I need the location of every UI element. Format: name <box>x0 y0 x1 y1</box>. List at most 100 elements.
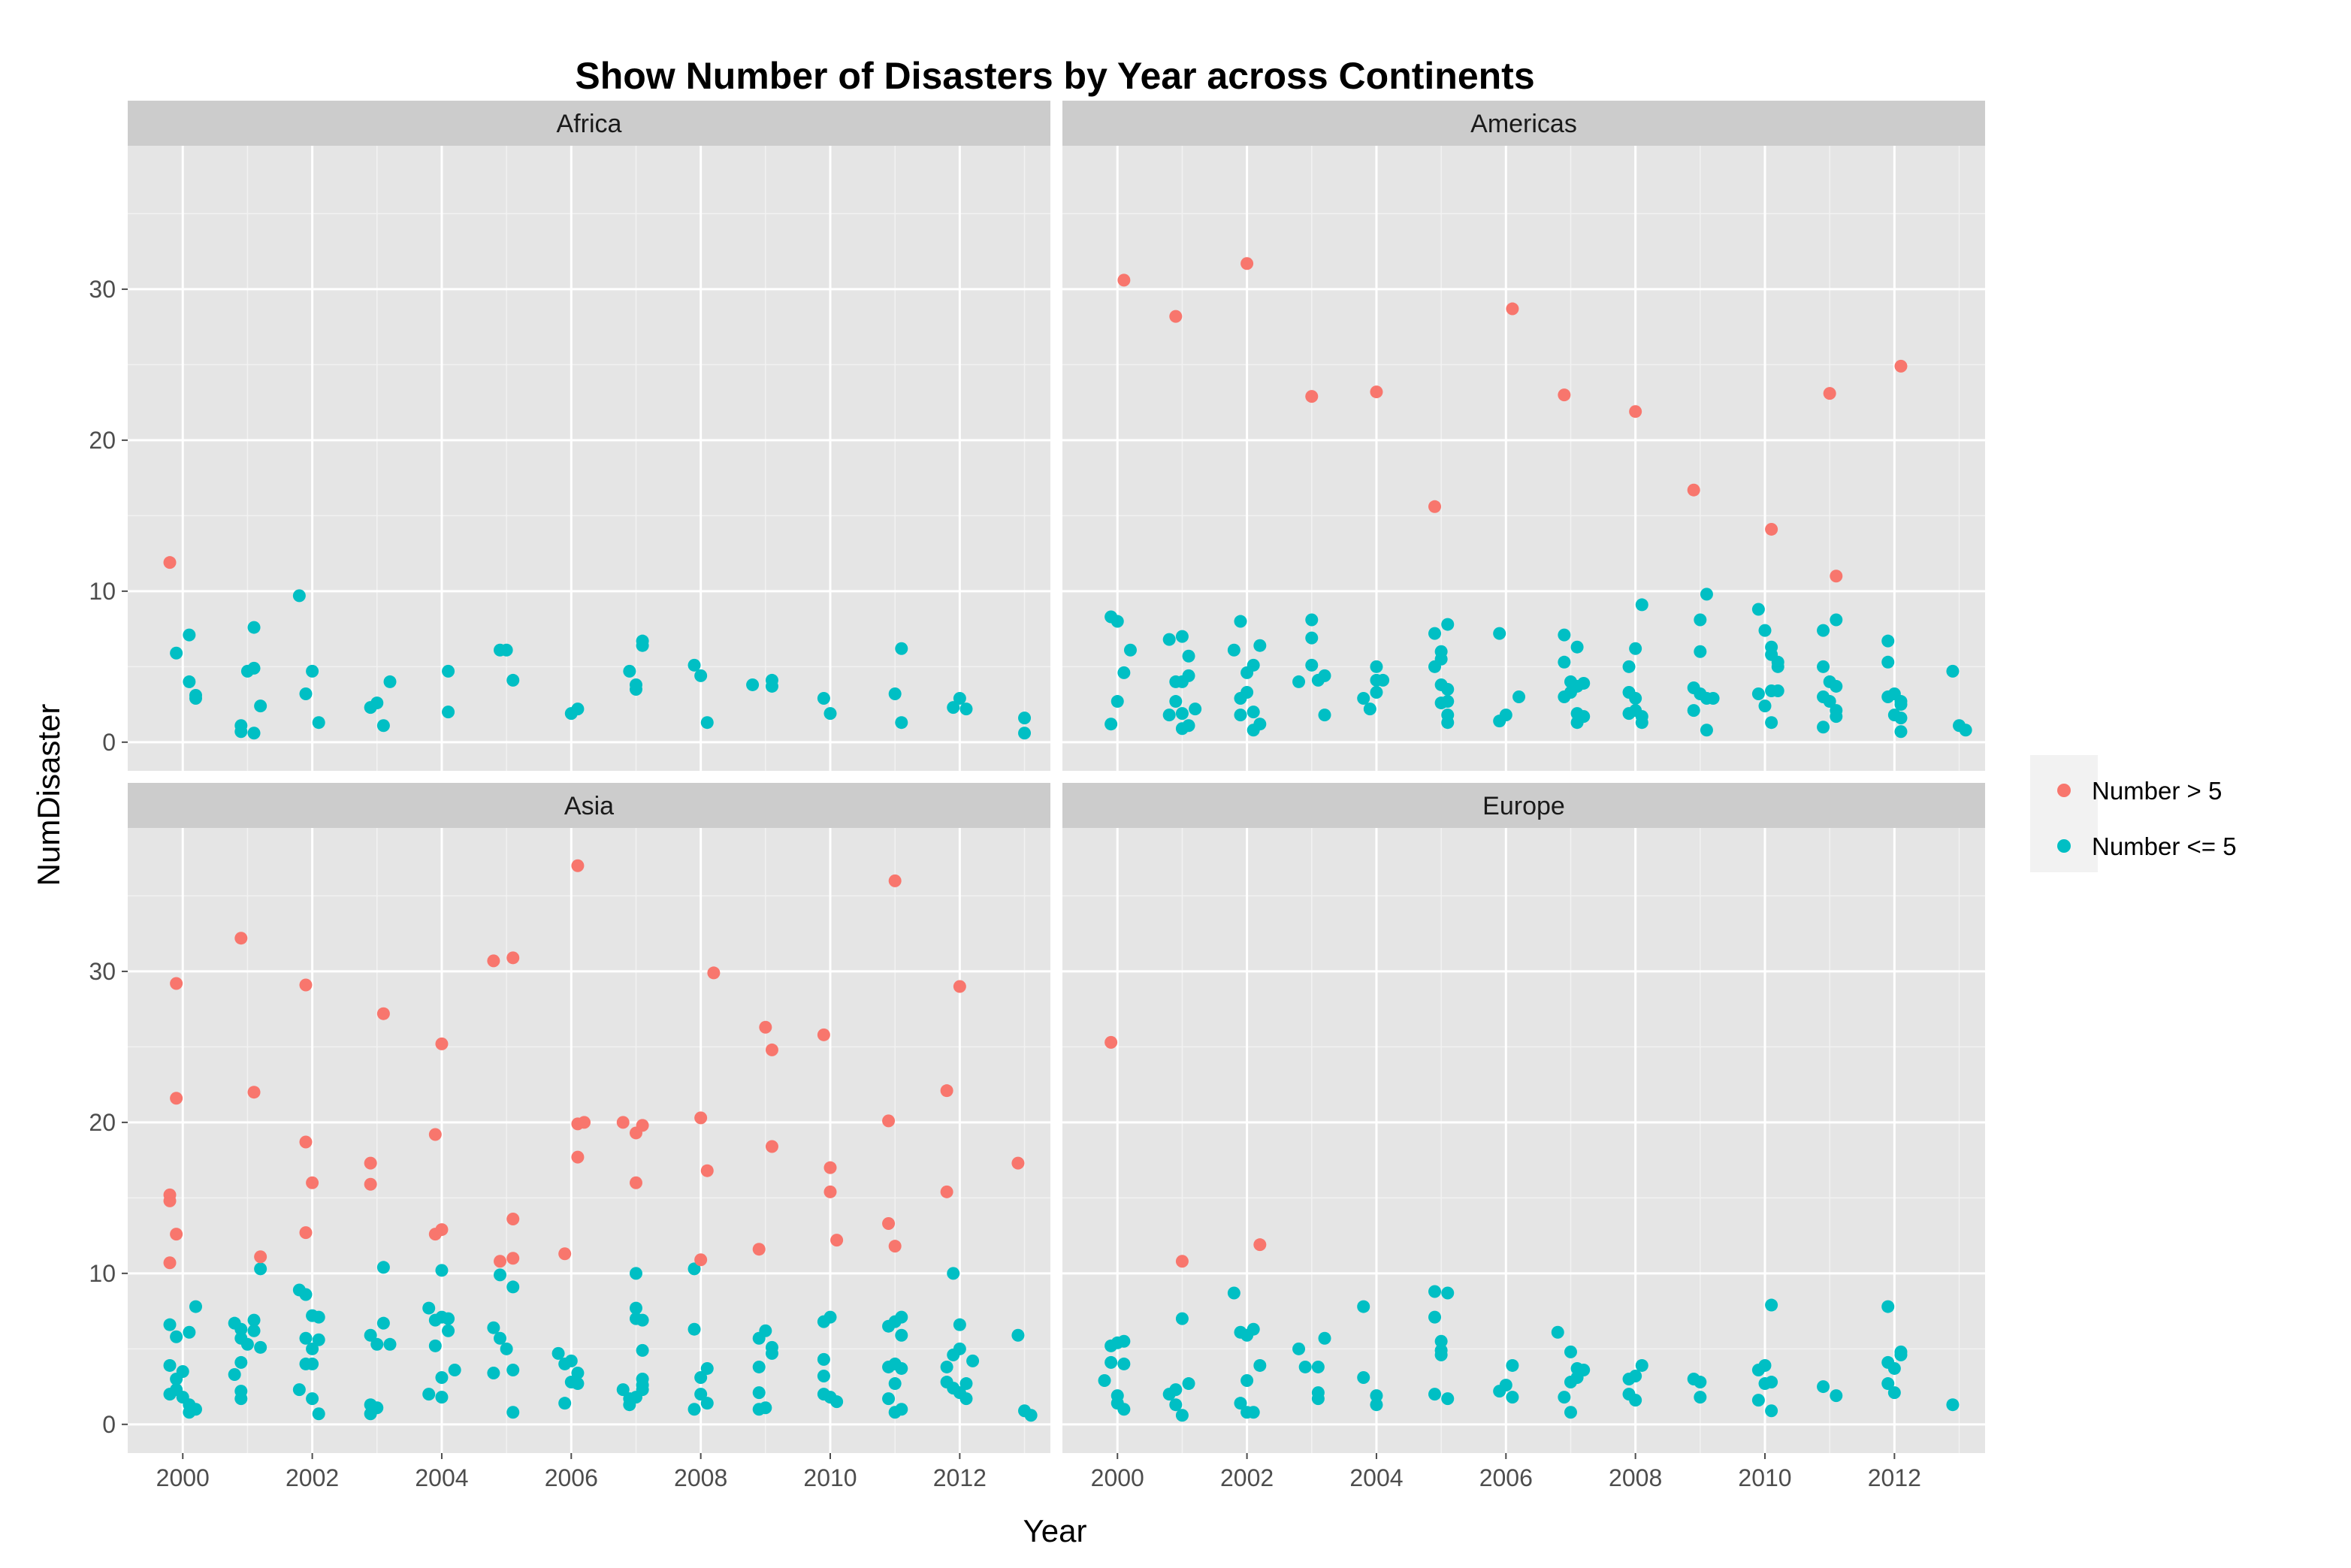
data-point-number-le-5 <box>888 1377 902 1391</box>
data-point-number-le-5 <box>1123 643 1137 657</box>
data-point-number-le-5 <box>1817 721 1830 734</box>
data-point-number-gt-5 <box>1305 390 1319 403</box>
data-point-number-le-5 <box>376 1261 390 1274</box>
data-point-number-le-5 <box>1098 1374 1111 1388</box>
data-point-number-le-5 <box>1117 1403 1131 1416</box>
data-point-number-gt-5 <box>170 1092 183 1105</box>
data-point-number-le-5 <box>1318 708 1331 722</box>
data-point-number-le-5 <box>1493 627 1506 640</box>
data-point-number-le-5 <box>1318 669 1331 682</box>
data-point-number-le-5 <box>1558 655 1571 669</box>
data-point-number-le-5 <box>1357 1371 1370 1385</box>
x-axis-title: Year <box>1023 1513 1087 1548</box>
data-point-number-le-5 <box>1700 724 1713 737</box>
data-point-number-gt-5 <box>765 1043 778 1056</box>
x-tick-label: 2006 <box>1479 1464 1533 1491</box>
data-point-number-le-5 <box>1441 682 1455 696</box>
legend-marker-number-le-5 <box>2057 839 2071 853</box>
data-point-number-le-5 <box>895 1328 908 1342</box>
data-point-number-le-5 <box>1751 603 1765 616</box>
data-point-number-le-5 <box>1298 1360 1312 1373</box>
data-point-number-le-5 <box>1227 643 1240 657</box>
data-point-number-le-5 <box>170 1330 183 1343</box>
data-point-number-gt-5 <box>571 859 585 872</box>
data-point-number-gt-5 <box>170 1228 183 1241</box>
data-point-number-le-5 <box>752 1386 766 1400</box>
data-point-number-le-5 <box>364 1328 377 1342</box>
data-point-number-le-5 <box>1376 673 1390 687</box>
data-point-number-le-5 <box>558 1397 572 1410</box>
data-point-number-le-5 <box>1162 708 1176 722</box>
data-point-number-gt-5 <box>882 1217 896 1231</box>
data-point-number-le-5 <box>1311 1392 1325 1406</box>
data-point-number-le-5 <box>947 1267 960 1280</box>
data-point-number-gt-5 <box>1428 500 1442 513</box>
legend-key-background <box>2030 755 2098 872</box>
data-point-number-le-5 <box>183 675 196 688</box>
data-point-number-le-5 <box>1894 725 1908 739</box>
data-point-number-le-5 <box>299 1331 313 1345</box>
data-point-number-le-5 <box>1305 613 1319 627</box>
data-point-number-le-5 <box>1441 1392 1455 1406</box>
data-point-number-le-5 <box>1253 639 1267 652</box>
panel-americas: Americas <box>1062 101 1985 771</box>
data-point-number-le-5 <box>383 1337 397 1351</box>
data-point-number-le-5 <box>506 1406 520 1419</box>
data-point-number-le-5 <box>1234 708 1247 722</box>
data-point-number-le-5 <box>700 1361 714 1375</box>
data-point-number-le-5 <box>1182 669 1195 682</box>
data-point-number-gt-5 <box>1240 257 1254 270</box>
data-point-number-gt-5 <box>435 1037 449 1050</box>
data-point-number-le-5 <box>1357 692 1370 705</box>
data-point-number-le-5 <box>1622 660 1636 673</box>
plot-background-africa <box>128 146 1050 771</box>
data-point-number-le-5 <box>1558 628 1571 642</box>
data-point-number-le-5 <box>1018 711 1032 725</box>
data-point-number-gt-5 <box>163 1188 177 1201</box>
data-point-number-gt-5 <box>558 1247 572 1261</box>
y-tick-label: 10 <box>89 1260 116 1287</box>
data-point-number-le-5 <box>1011 1328 1025 1342</box>
data-point-number-le-5 <box>247 621 261 634</box>
data-point-number-le-5 <box>1894 698 1908 711</box>
data-point-number-le-5 <box>1182 649 1195 663</box>
data-point-number-le-5 <box>1428 627 1442 640</box>
data-point-number-le-5 <box>947 701 960 715</box>
data-point-number-le-5 <box>1817 660 1830 673</box>
y-tick-label: 20 <box>89 1109 116 1136</box>
data-point-number-le-5 <box>629 1267 642 1280</box>
data-point-number-le-5 <box>1570 1371 1584 1385</box>
data-point-number-le-5 <box>1758 1358 1772 1372</box>
data-point-number-le-5 <box>176 1364 189 1378</box>
data-point-number-le-5 <box>234 1322 248 1336</box>
data-point-number-le-5 <box>1357 1300 1370 1313</box>
data-point-number-gt-5 <box>823 1185 837 1198</box>
data-point-number-le-5 <box>1240 1374 1254 1388</box>
data-point-number-le-5 <box>1765 716 1778 730</box>
x-tick-label: 2008 <box>1609 1464 1662 1491</box>
data-point-number-le-5 <box>1434 1343 1448 1357</box>
data-point-number-le-5 <box>1247 724 1260 737</box>
data-point-number-le-5 <box>1363 702 1376 716</box>
data-point-number-le-5 <box>1428 1388 1442 1401</box>
data-point-number-gt-5 <box>1823 387 1836 400</box>
facet-strip-europe <box>1062 783 1985 828</box>
data-point-number-gt-5 <box>882 1114 896 1128</box>
data-point-number-le-5 <box>1370 1389 1383 1403</box>
data-point-number-le-5 <box>1751 1394 1765 1407</box>
data-point-number-le-5 <box>1428 1310 1442 1324</box>
data-point-number-le-5 <box>1506 1391 1519 1404</box>
y-tick-label: 0 <box>102 1411 116 1438</box>
data-point-number-le-5 <box>1305 658 1319 672</box>
data-point-number-le-5 <box>1577 676 1591 690</box>
facet-label-asia: Asia <box>564 792 614 820</box>
data-point-number-le-5 <box>959 1392 973 1406</box>
data-point-number-gt-5 <box>629 1176 642 1189</box>
data-point-number-gt-5 <box>364 1156 377 1170</box>
data-point-number-gt-5 <box>694 1111 708 1125</box>
data-point-number-le-5 <box>1104 718 1118 731</box>
data-point-number-le-5 <box>306 1357 319 1370</box>
data-point-number-le-5 <box>1018 727 1032 740</box>
data-point-number-le-5 <box>299 1288 313 1301</box>
